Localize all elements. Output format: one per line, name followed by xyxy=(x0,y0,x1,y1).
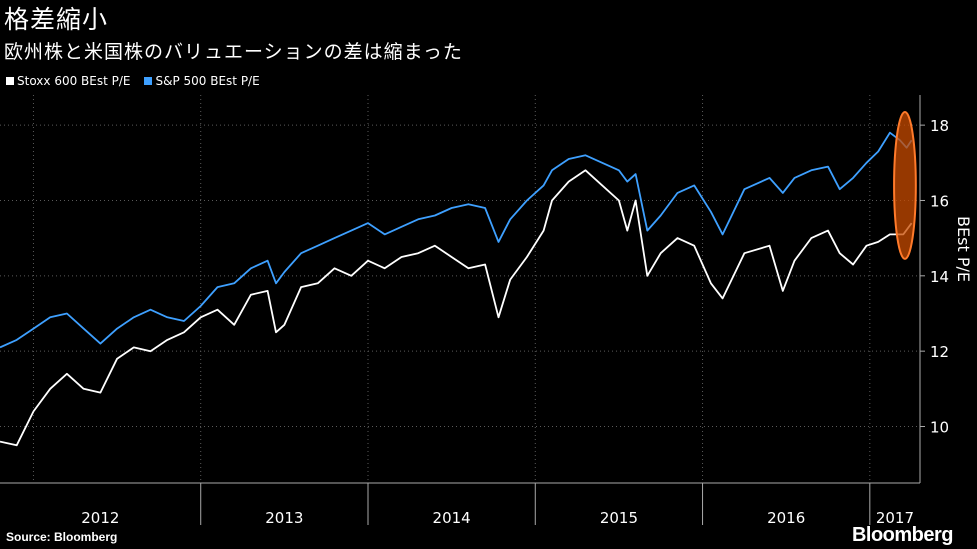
x-tick-label-2012: 2012 xyxy=(81,509,119,527)
y-axis: 10 12 14 16 18 BEst P/E xyxy=(919,95,973,483)
x-tick-label-2013: 2013 xyxy=(265,509,303,527)
highlight-ellipse-group xyxy=(893,110,917,260)
y-tick-label-18: 18 xyxy=(930,117,949,135)
legend-item-sp500: S&P 500 BEst P/E xyxy=(144,74,260,88)
x-axis: 2012 2013 2014 2015 2016 2017 xyxy=(0,482,920,527)
x-tick-label-2015: 2015 xyxy=(600,509,638,527)
series-line-stoxx600 xyxy=(0,169,913,447)
legend-label-sp500: S&P 500 BEst P/E xyxy=(155,74,260,88)
x-tick-label-2016: 2016 xyxy=(767,509,805,527)
chart-title: 格差縮小 xyxy=(4,5,109,34)
legend-swatch-stoxx xyxy=(6,77,14,85)
source-note: Source: Bloomberg xyxy=(6,530,118,544)
gridlines xyxy=(0,95,920,483)
y-axis-label: BEst P/E xyxy=(954,216,973,282)
y-tick-label-10: 10 xyxy=(930,418,949,436)
legend: Stoxx 600 BEst P/E S&P 500 BEst P/E xyxy=(6,74,260,88)
legend-swatch-sp500 xyxy=(144,77,153,85)
bloomberg-logo: Bloomberg xyxy=(851,524,954,546)
highlight-ellipse xyxy=(893,110,917,260)
y-tick-label-12: 12 xyxy=(930,343,949,361)
x-tick-label-2017: 2017 xyxy=(876,509,914,527)
y-tick-label-16: 16 xyxy=(930,192,949,210)
series-lines xyxy=(0,131,913,447)
legend-item-stoxx: Stoxx 600 BEst P/E xyxy=(6,74,130,88)
series-line-sp500 xyxy=(0,131,913,349)
chart-subtitle: 欧州株と米国株のバリュエーションの差は縮まった xyxy=(4,41,463,63)
y-tick-label-14: 14 xyxy=(930,268,949,286)
x-tick-label-2014: 2014 xyxy=(433,509,471,527)
legend-label-stoxx: Stoxx 600 BEst P/E xyxy=(17,74,131,88)
